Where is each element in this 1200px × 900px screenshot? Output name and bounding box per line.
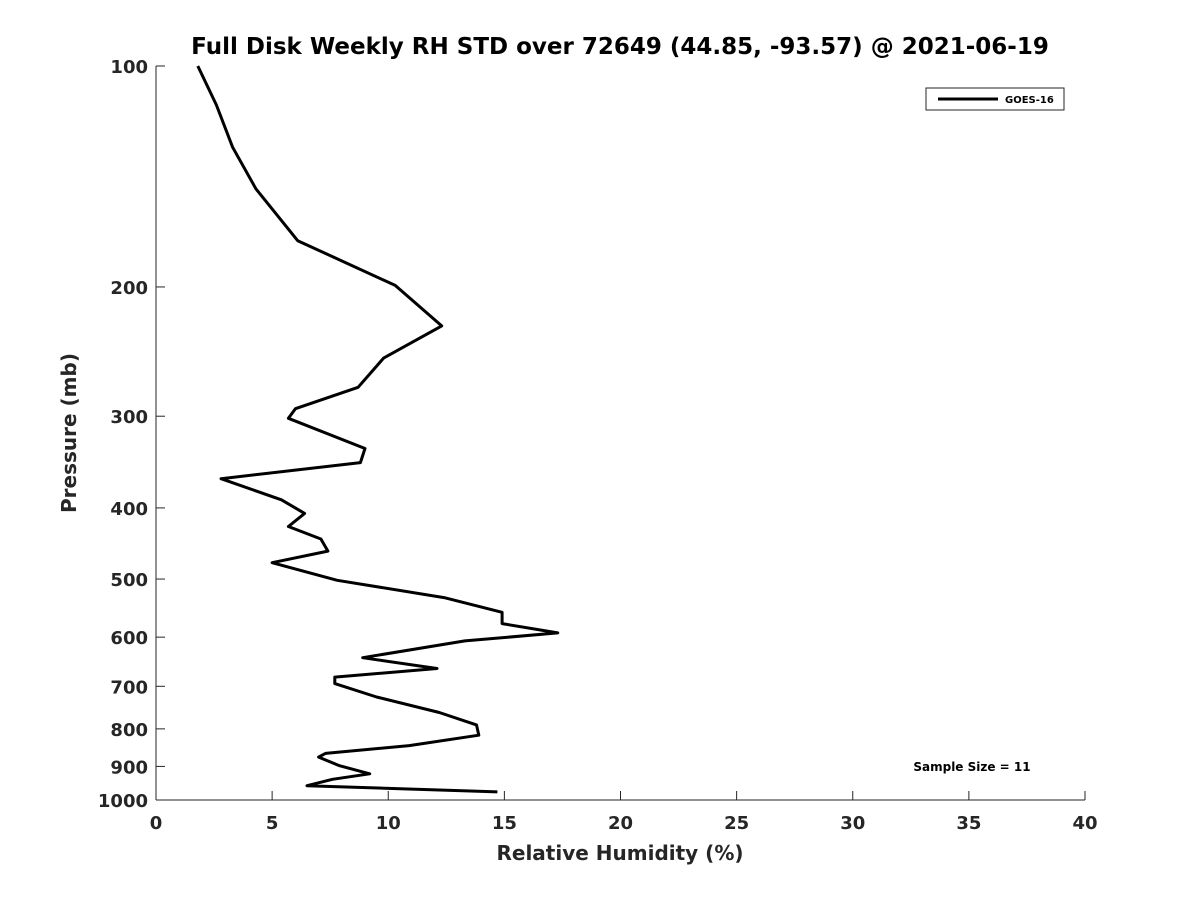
x-tick-label: 25 xyxy=(724,813,749,834)
y-tick-label: 1000 xyxy=(98,791,148,812)
legend: GOES-16 xyxy=(925,87,1065,111)
y-tick-label: 700 xyxy=(110,677,148,698)
y-tick-label: 300 xyxy=(110,407,148,428)
x-tick-label: 40 xyxy=(1072,813,1097,834)
y-axis-label: Pressure (mb) xyxy=(57,353,81,513)
series-line-goes-16 xyxy=(196,65,560,794)
y-tick-label: 400 xyxy=(110,499,148,520)
x-tick-label: 0 xyxy=(150,813,163,834)
x-axis-label: Relative Humidity (%) xyxy=(496,841,743,865)
y-ticks: 100 200 300 400 500 600 700 800 900 1000 xyxy=(98,57,165,812)
sample-size-annotation: Sample Size = 11 xyxy=(913,760,1030,774)
x-tick-label: 20 xyxy=(608,813,633,834)
legend-entry-goes-16: GOES-16 xyxy=(1005,95,1054,106)
y-tick-label: 200 xyxy=(110,278,148,299)
y-tick-label: 500 xyxy=(110,570,148,591)
x-tick-label: 35 xyxy=(956,813,981,834)
x-tick-label: 30 xyxy=(840,813,865,834)
y-tick-label: 100 xyxy=(110,57,148,78)
chart-title: Full Disk Weekly RH STD over 72649 (44.8… xyxy=(191,34,1049,60)
x-tick-label: 5 xyxy=(266,813,279,834)
y-tick-label: 900 xyxy=(110,757,148,778)
x-tick-label: 15 xyxy=(492,813,517,834)
plot-area: 0 5 10 15 20 25 30 35 40 100 200 300 400 500 600 700 80… xyxy=(98,57,1098,834)
x-tick-label: 10 xyxy=(376,813,401,834)
y-tick-label: 800 xyxy=(110,720,148,741)
y-tick-label: 600 xyxy=(110,628,148,649)
x-ticks: 0 5 10 15 20 25 30 35 40 xyxy=(150,791,1098,834)
